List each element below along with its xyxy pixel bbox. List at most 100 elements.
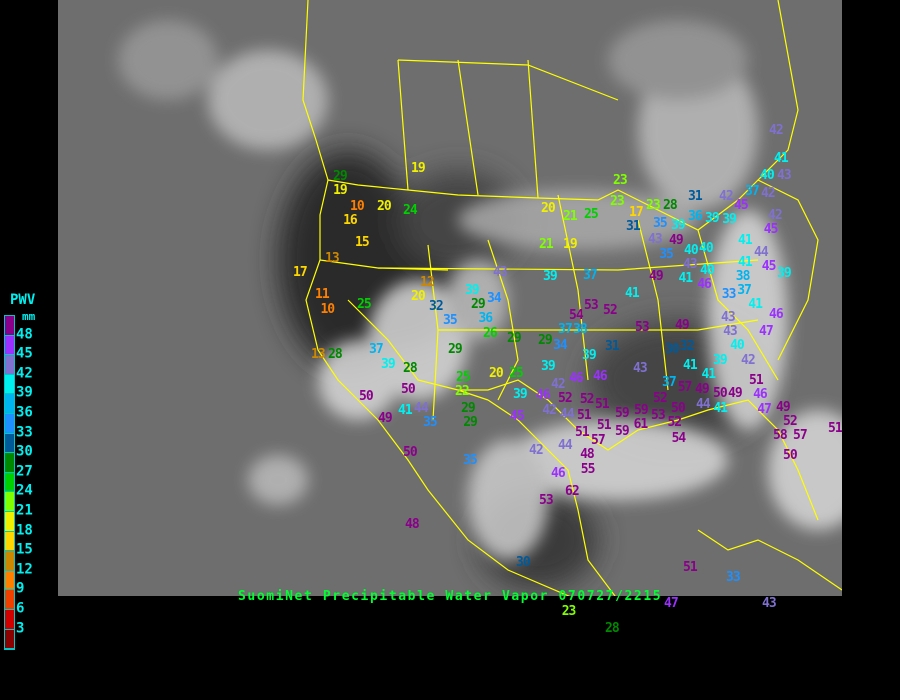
legend-bin <box>5 531 14 552</box>
station-pwv-value: 46 <box>593 368 608 384</box>
station-pwv-value: 20 <box>377 198 392 214</box>
station-pwv-value: 43 <box>762 595 777 611</box>
station-pwv-value: 41 <box>738 232 753 248</box>
station-pwv-value: 13 <box>325 250 340 266</box>
station-pwv-value: 21 <box>539 236 554 252</box>
station-pwv-value: 48 <box>580 446 595 462</box>
station-pwv-value: 42 <box>542 402 557 418</box>
station-pwv-value: 40 <box>700 262 715 278</box>
legend-tick: 48 <box>16 326 33 343</box>
station-pwv-value: 43 <box>648 231 663 247</box>
station-pwv-value: 39 <box>777 265 792 281</box>
station-pwv-value: 47 <box>664 595 679 611</box>
station-pwv-value: 41 <box>678 270 693 286</box>
station-pwv-value: 39 <box>722 211 737 227</box>
pwv-color-scale <box>4 315 15 651</box>
legend-bin <box>5 374 14 395</box>
station-pwv-value: 39 <box>513 386 528 402</box>
station-pwv-value: 62 <box>565 483 580 499</box>
station-pwv-value: 19 <box>411 160 426 176</box>
station-pwv-value: 23 <box>610 193 625 209</box>
legend-bin <box>5 590 14 610</box>
station-pwv-value: 10 <box>350 198 365 214</box>
legend-tick: 42 <box>16 365 33 382</box>
station-pwv-value: 39 <box>543 268 558 284</box>
legend-bin <box>5 316 14 336</box>
station-pwv-value: 37 <box>662 374 677 390</box>
station-pwv-value: 19 <box>563 236 578 252</box>
station-pwv-value: 34 <box>487 290 502 306</box>
station-pwv-value: 28 <box>403 360 418 376</box>
legend-bin <box>5 629 14 650</box>
legend-tick: 18 <box>16 522 33 539</box>
station-pwv-value: 46 <box>535 387 551 403</box>
station-pwv-value: 36 <box>688 208 703 224</box>
station-pwv-value: 31 <box>688 188 703 204</box>
political-boundaries <box>302 0 842 596</box>
station-pwv-value: 28 <box>663 197 678 213</box>
station-pwv-value: 43 <box>493 264 508 280</box>
station-pwv-value: 24 <box>403 202 418 218</box>
station-pwv-value: 46 <box>769 306 784 322</box>
station-pwv-value: 50 <box>783 447 798 463</box>
station-pwv-value: 61 <box>633 416 649 432</box>
station-pwv-value: 12 <box>420 274 435 290</box>
station-pwv-value: 44 <box>558 437 573 453</box>
station-pwv-value: 45 <box>763 221 779 237</box>
station-pwv-value: 45 <box>510 408 525 424</box>
station-pwv-value: 26 <box>483 325 498 341</box>
legend-bin <box>5 355 14 375</box>
legend-bin <box>5 472 14 493</box>
station-pwv-value: 47 <box>757 401 772 417</box>
station-pwv-value: 59 <box>615 423 630 439</box>
station-pwv-value: 41 <box>701 366 716 382</box>
station-pwv-value: 49 <box>728 385 743 401</box>
station-pwv-value: 52 <box>653 390 668 406</box>
station-pwv-value: 40 <box>684 242 699 258</box>
station-pwv-value: 38 <box>573 321 588 337</box>
station-pwv-value: 42 <box>529 442 544 458</box>
station-pwv-value: 44 <box>414 400 429 416</box>
station-pwv-value: 40 <box>699 240 714 256</box>
station-pwv-value: 39 <box>582 347 597 363</box>
station-pwv-value: 50 <box>359 388 374 404</box>
station-pwv-value: 31 <box>605 338 620 354</box>
station-pwv-value: 53 <box>584 297 599 313</box>
station-pwv-value: 42 <box>761 185 776 201</box>
station-pwv-value: 44 <box>560 406 575 422</box>
station-pwv-value: 53 <box>635 319 650 335</box>
station-pwv-value: 20 <box>541 200 556 216</box>
station-pwv-value: 52 <box>558 390 573 406</box>
station-pwv-value: 29 <box>461 400 476 416</box>
station-pwv-value: 43 <box>633 360 648 376</box>
legend-tick: 24 <box>16 482 33 499</box>
station-pwv-value: 11 <box>315 286 330 302</box>
map-caption: SuomiNet Precipitable Water Vapor 070727… <box>238 589 663 604</box>
station-pwv-value: 40 <box>760 167 775 183</box>
station-pwv-value: 39 <box>713 352 728 368</box>
station-pwv-value: 49 <box>675 317 690 333</box>
station-pwv-value: 42 <box>741 352 756 368</box>
station-pwv-value: 41 <box>738 254 753 270</box>
station-pwv-value: 43 <box>721 309 736 325</box>
legend-tick: 36 <box>16 404 33 421</box>
station-pwv-value: 29 <box>448 341 463 357</box>
legend-bin <box>5 551 14 571</box>
station-pwv-value: 39 <box>541 358 556 374</box>
station-pwv-value: 53 <box>651 407 666 423</box>
station-pwv-value: 46 <box>697 276 712 292</box>
station-pwv-value: 41 <box>398 402 413 418</box>
station-pwv-value: 13 <box>311 346 326 362</box>
station-pwv-value: 51 <box>595 396 610 412</box>
station-pwv-value: 29 <box>333 168 348 184</box>
station-pwv-value: 29 <box>507 330 522 346</box>
legend-tick: 9 <box>16 580 25 597</box>
station-pwv-value: 20 <box>489 365 504 381</box>
station-pwv-value: 38 <box>735 268 751 284</box>
station-pwv-value: 43 <box>723 323 738 339</box>
station-pwv-value: 35 <box>443 312 458 328</box>
station-pwv-value: 50 <box>671 400 686 416</box>
station-pwv-value: 43 <box>683 256 698 272</box>
legend-bin <box>5 413 14 434</box>
station-pwv-value: 32 <box>429 298 444 314</box>
